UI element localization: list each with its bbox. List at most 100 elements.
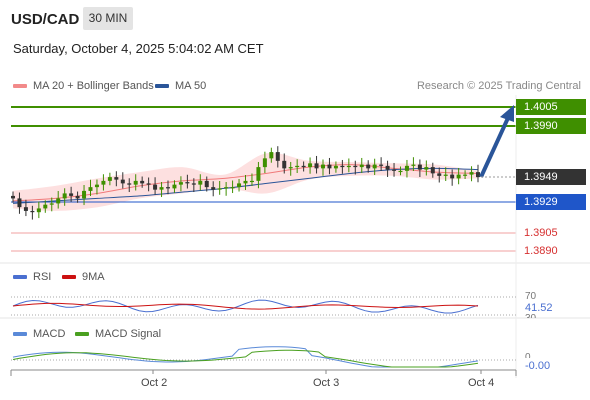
legend-macd-signal[interactable]: MACD Signal	[75, 328, 161, 340]
candle-body	[372, 164, 377, 169]
chart-header: USD/CAD 30 MIN Saturday, October 4, 2025…	[0, 0, 590, 70]
level-tag-s1: 1.3905	[524, 227, 558, 239]
candle-body	[417, 164, 422, 170]
candle-body	[308, 163, 313, 168]
rsi-ma-line	[12, 302, 479, 310]
candle-body	[450, 174, 455, 179]
candle-body	[333, 165, 338, 169]
ma50-swatch	[155, 84, 169, 89]
rsi-30-label: 30	[525, 313, 536, 318]
candle-body	[430, 167, 435, 174]
x-label-oct2: Oct 2	[141, 377, 168, 389]
candle-body	[166, 187, 170, 189]
rsi-swatch	[13, 275, 27, 280]
legend-ma50[interactable]: MA 50	[155, 80, 206, 92]
candle-body	[191, 183, 196, 185]
legend-rsi-ma[interactable]: 9MA	[62, 271, 105, 283]
candle-body	[101, 180, 106, 185]
projection-arrow-shaft	[479, 117, 510, 178]
candle-body	[43, 204, 48, 209]
candle-body	[249, 180, 254, 183]
candle-body	[456, 174, 461, 179]
rsi-70-label: 70	[525, 291, 537, 302]
candle-body	[411, 164, 416, 166]
legend-macd-label: MACD	[33, 328, 66, 340]
candle-body	[62, 193, 67, 199]
legend-macd-signal-label: MACD Signal	[95, 328, 162, 340]
candle-body	[243, 180, 248, 184]
candle-body	[301, 165, 306, 168]
candle-body	[275, 152, 280, 161]
candle-body	[237, 183, 242, 188]
candle-body	[178, 182, 183, 185]
level-tag-r1: 1.3990	[516, 118, 586, 134]
candle-body	[140, 180, 145, 184]
candle-body	[88, 187, 93, 191]
macd-signal-swatch	[75, 332, 89, 337]
candle-body	[56, 198, 61, 204]
candle-body	[353, 165, 358, 168]
candle-body	[392, 169, 397, 171]
macd-zero-label: 0	[525, 352, 531, 358]
macd-current-label: -0.00	[525, 360, 551, 372]
x-label-oct4: Oct 4	[468, 377, 495, 389]
level-tag-pivot: 1.3929	[516, 194, 586, 210]
candle-body	[424, 167, 429, 170]
candlestick-series	[11, 146, 480, 220]
legend-rsi-label: RSI	[33, 271, 52, 283]
legend-ma20-label: MA 20 + Bollinger Bands	[33, 80, 154, 92]
rsi-line	[12, 299, 479, 314]
candle-body	[185, 182, 190, 184]
candle-body	[211, 187, 216, 190]
candle-body	[224, 187, 229, 189]
candle-body	[385, 165, 390, 170]
candle-body	[437, 173, 442, 176]
timeframe-badge[interactable]: 30 MIN	[83, 7, 133, 30]
candle-body	[133, 180, 138, 185]
candle-body	[469, 172, 474, 175]
candle-body	[314, 163, 319, 169]
projection-arrow-head	[500, 105, 514, 122]
candle-body	[269, 152, 274, 159]
legend-rsi-ma-label: 9MA	[82, 271, 105, 283]
x-label-oct3: Oct 3	[313, 377, 340, 389]
candle-body	[340, 165, 345, 168]
legend-macd[interactable]: MACD	[13, 328, 65, 340]
candle-body	[11, 195, 15, 199]
candle-body	[321, 164, 325, 169]
projection-arrow	[479, 105, 514, 178]
candle-body	[23, 207, 28, 211]
level-tag-r2: 1.4005	[516, 99, 586, 115]
candle-body	[217, 188, 222, 190]
candle-body	[75, 195, 80, 199]
candle-body	[153, 184, 158, 190]
candle-body	[127, 183, 132, 185]
candle-body	[204, 180, 209, 188]
legend-ma50-label: MA 50	[175, 80, 207, 92]
candle-body	[282, 160, 287, 169]
research-credit: Research © 2025 Trading Central	[416, 80, 581, 92]
candle-body	[230, 187, 235, 189]
level-tag-s2: 1.3890	[524, 245, 558, 257]
candle-body	[359, 164, 364, 168]
rsi-current-label: 41.52	[525, 302, 553, 314]
candle-body	[82, 190, 87, 199]
candle-body	[476, 172, 480, 178]
candle-body	[256, 167, 261, 181]
candle-body	[107, 177, 112, 181]
candle-body	[463, 174, 468, 176]
candle-body	[398, 170, 403, 173]
candle-body	[30, 210, 35, 213]
candle-body	[146, 183, 151, 185]
candle-body	[69, 193, 74, 196]
candle-body	[262, 158, 267, 168]
candle-body	[198, 180, 203, 185]
candle-body	[288, 167, 293, 169]
candle-body	[379, 164, 384, 166]
candle-body	[36, 208, 41, 213]
legend-ma20-bollinger[interactable]: MA 20 + Bollinger Bands	[13, 80, 154, 92]
ma20-swatch	[13, 84, 27, 89]
rsi-ma-swatch	[62, 275, 76, 280]
candle-body	[17, 198, 22, 208]
legend-rsi[interactable]: RSI	[13, 271, 51, 283]
